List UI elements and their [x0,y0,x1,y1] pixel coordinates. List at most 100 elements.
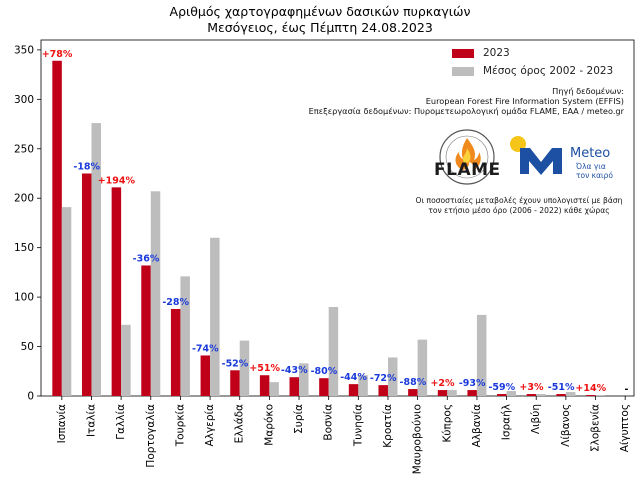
bar-average [536,394,546,396]
y-tick-label: 150 [14,242,34,254]
bar-2023 [52,60,62,397]
bar-2023 [230,370,240,396]
change-label: -51% [548,382,575,393]
change-label: -80% [311,366,338,377]
meteo-tagline-line-2: τον καιρό [576,170,613,180]
legend-swatch-average [452,66,474,76]
change-label: +3% [519,382,544,393]
bar-average [61,207,72,396]
bar-2023 [556,394,566,396]
bar-2023 [348,384,359,396]
change-label: +194% [98,175,136,186]
bar-2023 [467,390,477,396]
source-annotation: Πηγή δεδομένων: European Forest Fire Inf… [264,86,624,117]
x-tick-label: Αλγερία [204,404,216,447]
bar-2023 [437,390,448,396]
meteo-logo-icon [510,136,562,175]
legend-item-2023: 2023 [452,44,613,62]
x-tick-label: Ισπανία [56,404,68,443]
x-tick-label: Τυνησία [352,404,364,447]
legend-swatch-2023 [452,48,474,58]
bar-2023 [586,395,596,396]
bar-average [269,382,279,396]
x-tick-label: Λιβύη [530,404,542,434]
source-line-3: Επεξεργασία δεδομένων: Πυρομετεωρολογική… [308,106,624,117]
bar-2023 [319,378,329,396]
change-label: -59% [488,382,515,393]
change-label: +51% [249,363,280,374]
bar-average [447,390,457,396]
bar-2023 [497,394,507,396]
chart-subtitle: Μεσόγειος, έως Πέμπτη 24.08.2023 [207,20,433,35]
bar-2023 [378,385,388,396]
x-tick-label: Λίβανος [560,404,572,447]
change-label: -72% [370,373,397,384]
bar-average [506,391,517,396]
change-label: -28% [162,297,189,308]
bar-average [210,237,220,396]
bar-average [180,276,190,396]
x-tick-label: Μαυροβούνιο [412,404,424,474]
change-label: +78% [42,49,73,60]
change-label: -88% [400,377,427,388]
bar-average [299,363,309,396]
bar-average [121,324,131,396]
change-label: +14% [575,383,606,394]
bar-2023 [170,308,181,396]
x-tick-label: Τουρκία [174,404,186,447]
x-tick-label: Ιταλία [85,404,97,437]
x-tick-label: Ελλάδα [234,404,246,443]
change-label: -36% [133,253,160,264]
change-label: -74% [192,343,219,354]
bar-2023 [111,187,122,396]
x-tick-label: Βοσνία [323,404,335,441]
note-annotation: Οι ποσοστιαίες μεταβολές έχουν υπολογιστ… [404,196,634,216]
legend-label-2023: 2023 [483,47,510,59]
note-line-2: τον ετήσιο μέσο όρο (2006 - 2022) κάθε χ… [428,206,610,215]
bar-2023 [200,355,211,396]
bar-average [91,123,101,397]
source-line-2: European Forest Fire Information System … [425,96,624,107]
meteo-tagline-line-1: Όλα για [576,162,606,171]
meteo-logo-text: Meteo [570,146,611,161]
bar-average [595,395,606,396]
flame-logo-icon [439,129,495,185]
bar-average [387,357,398,396]
bar-average [150,191,161,396]
y-tick-label: 50 [21,341,34,353]
change-label: +2% [430,378,455,389]
change-label: -43% [281,365,308,376]
chart-title: Αριθμός χαρτογραφημένων δασικών πυρκαγιώ… [169,4,471,19]
bar-average [358,375,368,396]
y-tick-label: 250 [14,143,34,155]
x-tick-label: Συρία [293,404,305,434]
bar-average [565,392,576,396]
y-tick-label: 0 [27,391,34,403]
bar-2023 [81,173,92,396]
y-tick-label: 200 [14,193,34,205]
x-tick-label: Ισραήλ [501,404,513,440]
change-label: -44% [340,372,367,383]
note-line-1: Οι ποσοστιαίες μεταβολές έχουν υπολογιστ… [415,196,623,205]
change-label: -52% [222,358,249,369]
x-tick-label: Κύπρος [441,404,453,443]
bar-2023 [141,265,151,396]
bar-2023 [289,377,300,396]
change-label: -18% [73,162,100,173]
bar-2023 [526,394,537,396]
y-tick-label: 100 [14,292,34,304]
legend: 2023 Μέσος όρος 2002 - 2023 [452,44,613,80]
x-tick-label: Γαλλία [115,404,127,440]
bar-average [476,314,487,396]
legend-label-average: Μέσος όρος 2002 - 2023 [483,65,614,77]
change-label: -93% [459,378,486,389]
bar-average [239,340,250,396]
bar-average [417,339,428,396]
bar-average [328,307,339,396]
flame-logo-text: FLAME [434,160,501,180]
x-tick-label: Σλοβενία [590,404,602,452]
x-tick-label: Αλβανία [471,404,483,447]
source-line-1: Πηγή δεδομένων: [552,86,624,96]
y-tick-label: 300 [14,94,34,106]
